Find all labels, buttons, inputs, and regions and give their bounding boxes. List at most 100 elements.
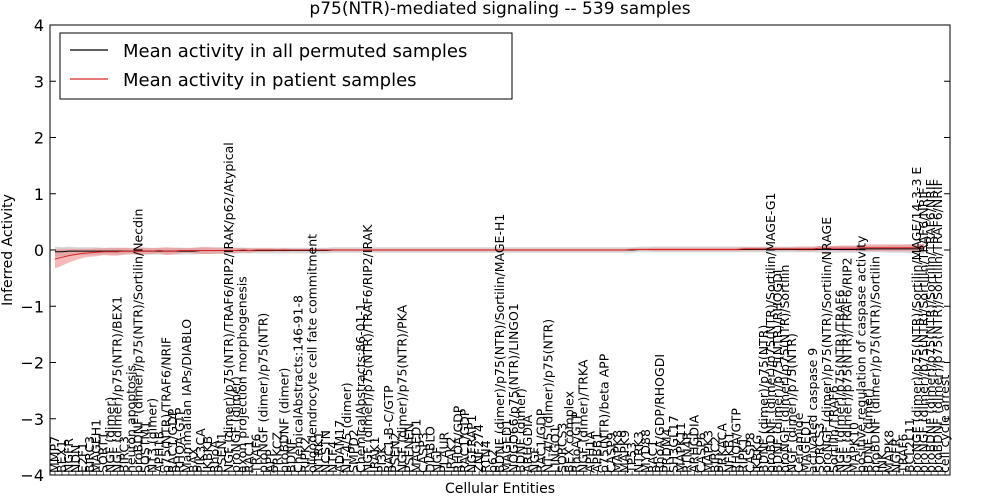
x-tick-label: MAGED1 [499, 419, 514, 473]
x-tick-label: BDNF (dimer)/p75(NTR)/Sortilin/MAGE-H1 [492, 214, 507, 473]
x-tick-label: proNGF (dimer) [228, 376, 243, 473]
y-tick-label: −2 [20, 354, 44, 373]
x-tick-label: PRDM4 [659, 428, 674, 473]
x-tick-label: RhoA/GTP [568, 411, 583, 473]
x-tick-label: PI3K [374, 445, 389, 473]
y-tick-label: 1 [34, 185, 44, 204]
x-tick-label: NGF [527, 447, 542, 473]
x-tick-label: MAPK8 [610, 430, 625, 473]
x-tick-label: NGF (dimer)/p75(NTR)/TRAF6/RIP2/IRAK [360, 224, 375, 473]
x-tick-label: MAPK8 [881, 430, 896, 473]
y-tick-label: 3 [34, 72, 44, 91]
x-tick-label: Ceramide [791, 412, 806, 473]
y-tick-label: 2 [34, 129, 44, 148]
x-tick-label: NGF [429, 447, 444, 473]
x-tick-label: proNGF (dimer)/p75(NTR)/Sortilin/NRAGE [819, 217, 834, 473]
x-tick-label: PSEN2 [388, 432, 403, 473]
x-tick-label: proBDNF (dimer)/p75(NTR)/Sortilin/MAGE-G… [763, 192, 778, 473]
x-tick-label: NTRK3 [631, 431, 646, 473]
x-tick-label: APBB1 [589, 432, 604, 473]
x-tick-label: RTN4R [680, 431, 695, 473]
x-tick-label: cell cycle arrest [937, 375, 952, 473]
x-tick-label: axon projection morphogenesis [235, 276, 250, 473]
legend-label-permuted: Mean activity in all permuted samples [123, 41, 467, 62]
y-tick-label: −4 [20, 466, 44, 485]
x-tick-label: NGF (dimer)/p75(NTR)/TRAF6/RIP2 [840, 257, 855, 473]
x-tick-label: CASP6 [694, 432, 709, 473]
x-tick-label: IKBKB [200, 436, 215, 473]
series-lines [54, 246, 925, 260]
x-tick-label: BDNF [283, 438, 298, 473]
x-tick-label: IRAK2 [443, 436, 458, 473]
x-tick-label: PLAUR [436, 432, 451, 473]
x-tick-label: RAC1/GDP [457, 408, 472, 473]
x-tick-label: proBDNF (dimer)/p75(NTR)/Sortilin/TRAF6/… [923, 179, 938, 473]
x-tick-label: PSEN1 [214, 432, 229, 473]
x-tick-label: proBDNF (dimer)/p75(NTR)/Sortilin/Necdin [130, 209, 145, 473]
x-tick-label: RhoA/GDP/RHOGDI [652, 354, 667, 473]
x-tick-label: PIK3CA [193, 428, 208, 473]
x-tick-label: proNGF (dimer)/p75(NTR)/Sortilin/MAGE/14… [909, 167, 924, 473]
x-tick-label: SORCS3 [812, 423, 827, 473]
x-tick-label: BEX complex [562, 391, 577, 473]
x-tick-label: RAC1 [242, 440, 257, 473]
x-ticks [54, 471, 946, 475]
x-tick-label: MAPK3 [701, 430, 716, 473]
x-tick-label: NGF (dimer)/p75(NTR) [784, 333, 799, 473]
x-tick-label: RAC1/GDP [165, 408, 180, 473]
x-tick-label: ChemicalAbstracts:86-01-1 [353, 303, 368, 473]
x-tick-label: ChemicalAbstracts:146-91-8 [290, 295, 305, 473]
confidence-bands [55, 243, 925, 269]
y-tick-label: −3 [20, 410, 44, 429]
x-tick-label: RHOA/GTP [728, 408, 743, 473]
y-tick-label: −1 [20, 297, 44, 316]
x-tick-label: MAGED1 [409, 419, 424, 473]
x-tick-label: BCL2L11 [902, 418, 917, 473]
x-tick-label: SORT1 [96, 432, 111, 473]
x-axis-label: Cellular Entities [445, 481, 555, 497]
x-tick-label: NT3 (dimer) [144, 398, 159, 473]
x-tick-label: proBDNF (dimer)/p75(NTR)/Sortilin/TRAF6/… [930, 179, 945, 473]
x-tick-label: SMPD2 [346, 429, 361, 473]
x-tick-label: NGFR [61, 438, 76, 473]
x-tick-label: proNGF (dimer)/p75(NTR) [256, 313, 271, 473]
x-tick-label: oligodendrocyte cell fate commitment [304, 234, 319, 473]
x-tick-label: BEX1 [54, 440, 69, 473]
x-tick-label: NT-4/5 (dimer)/p75(NTR) [541, 319, 556, 473]
x-tick-label: NCSTN [318, 430, 333, 473]
x-tick-label: NGFR [888, 438, 903, 473]
x-tick-label: Sortilin/TRAF6 [826, 385, 841, 473]
x-tick-label: BIRC2 [708, 436, 723, 473]
x-tick-label: proBDNF (dimer) [276, 368, 291, 473]
x-tick-label: NGF (dimer)/p75(NTR)/TRAF6/RIP2/IRAK/p62… [221, 142, 236, 473]
x-tick-label: NGFRAP1 [464, 415, 479, 473]
x-tick-label: NTF4 [325, 441, 340, 473]
x-tick-label: CASP9 [603, 432, 618, 473]
x-tick-label: NT-4/5 (dimer) [339, 382, 354, 473]
x-tick-label: BIRC3 [82, 436, 97, 473]
x-tick-label: JNK [874, 451, 889, 474]
x-tick-label: SORCS3 [555, 423, 570, 473]
x-tick-label: RHOA/GDP [450, 405, 465, 473]
x-tick-label: NGF (dimer) [103, 397, 118, 473]
x-tick-label: NGF (dimer)/p75(NTR)/PKA [395, 304, 410, 473]
x-tick-label: BAX [186, 447, 201, 473]
y-tick-label: 4 [34, 16, 44, 35]
x-tick-label: RHOA-GTP [172, 407, 187, 473]
x-tick-label: RAC1 [645, 440, 660, 473]
y-tick-label: 0 [34, 241, 44, 260]
x-tick-label: PSENEN [402, 423, 417, 473]
x-tick-label: MAPK11 [673, 422, 688, 473]
x-tick-label: DIABLO [422, 426, 437, 473]
x-tick-label: positive regulation of caspase activity [854, 235, 869, 473]
x-tick-label: IRAK1 [367, 436, 382, 473]
line-patient [54, 246, 925, 260]
x-tick-label: RTN4 [478, 440, 493, 473]
x-tick-label: APP [263, 449, 278, 473]
x-tick-label: APH1B [151, 431, 166, 473]
x-tick-label: NGF (dimer)/TRKA [575, 359, 590, 473]
x-tick-label: Mammalian IAPs/DIABLO [179, 319, 194, 473]
x-tick-label: ARHGDIA [687, 414, 702, 473]
x-tick-label: MMP7 [47, 436, 62, 473]
